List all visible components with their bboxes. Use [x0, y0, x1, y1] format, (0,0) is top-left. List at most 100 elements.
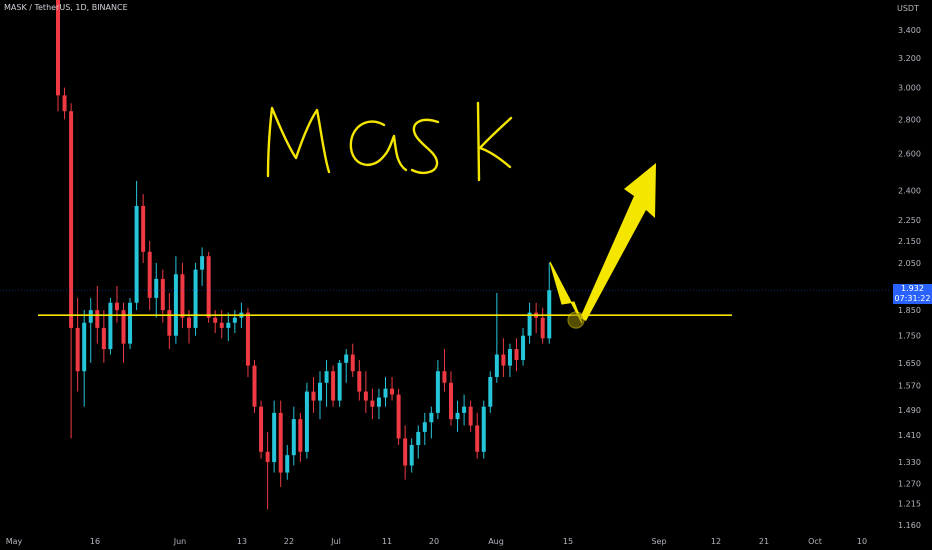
price-tick-label: 2.150 — [898, 237, 921, 246]
candle[interactable] — [324, 360, 329, 407]
candle[interactable] — [272, 400, 277, 473]
candle[interactable] — [206, 251, 211, 323]
candle[interactable] — [291, 406, 296, 466]
candle[interactable] — [226, 312, 231, 342]
candle[interactable] — [311, 376, 316, 413]
price-tick-label: 1.160 — [898, 521, 921, 530]
candle-body — [363, 391, 368, 401]
candle[interactable] — [501, 338, 506, 377]
candle[interactable] — [390, 376, 395, 401]
candle[interactable] — [534, 302, 539, 334]
candle[interactable] — [232, 310, 237, 334]
candle[interactable] — [449, 371, 453, 426]
candle[interactable] — [304, 382, 309, 459]
candle[interactable] — [475, 412, 480, 459]
candle[interactable] — [462, 394, 467, 426]
candle[interactable] — [56, 0, 60, 112]
candle-body — [285, 455, 290, 473]
candle[interactable] — [318, 371, 322, 420]
price-tick-label: 1.750 — [898, 332, 921, 341]
candle[interactable] — [278, 400, 283, 487]
candle[interactable] — [82, 310, 87, 407]
candle[interactable] — [128, 297, 133, 350]
candle[interactable] — [265, 431, 270, 510]
candle-body — [547, 290, 552, 339]
candle[interactable] — [75, 297, 80, 392]
candle[interactable] — [403, 425, 408, 480]
candle[interactable] — [62, 87, 67, 120]
candle[interactable] — [298, 412, 303, 463]
candle[interactable] — [468, 400, 473, 432]
candle[interactable] — [344, 349, 349, 383]
candle[interactable] — [481, 400, 486, 459]
candle-body — [160, 278, 165, 311]
candle[interactable] — [370, 388, 375, 420]
candle[interactable] — [200, 247, 205, 286]
candle-body — [514, 349, 519, 361]
time-axis[interactable]: May 16 Jun 13 22 Jul 11 20 Aug 15 Sep 12 21 Oct 10 — [6, 537, 867, 546]
candle[interactable] — [494, 293, 499, 383]
candle[interactable] — [547, 262, 552, 344]
candle-body — [121, 310, 126, 344]
candle[interactable] — [114, 285, 119, 323]
candle[interactable] — [213, 310, 218, 334]
candle-body — [527, 312, 532, 336]
time-tick-label: 22 — [284, 537, 294, 546]
candle[interactable] — [409, 438, 414, 473]
symbol-title[interactable]: MASK / TetherUS, 1D, BINANCE — [4, 3, 128, 12]
candle[interactable] — [429, 406, 434, 439]
candle[interactable] — [134, 180, 139, 311]
candle-body — [540, 317, 545, 339]
candle[interactable] — [442, 349, 447, 392]
price-tick-label: 1.570 — [898, 382, 921, 391]
candle[interactable] — [160, 269, 165, 323]
candle[interactable] — [252, 360, 257, 413]
candle[interactable] — [363, 371, 368, 413]
candle[interactable] — [245, 307, 250, 377]
candle[interactable] — [331, 365, 336, 407]
candle[interactable] — [259, 400, 264, 459]
candle[interactable] — [167, 293, 172, 350]
candle[interactable] — [396, 388, 401, 446]
price-axis[interactable]: 3.400 3.200 3.000 2.800 2.600 2.400 2.250 2.150… — [898, 26, 921, 530]
candle[interactable] — [173, 256, 178, 344]
candle[interactable] — [108, 297, 113, 355]
candle-body — [206, 256, 211, 318]
candle[interactable] — [180, 262, 185, 328]
candle[interactable] — [521, 327, 526, 366]
candle[interactable] — [121, 302, 126, 363]
candle[interactable] — [69, 103, 74, 439]
candle[interactable] — [422, 412, 427, 446]
candle[interactable] — [350, 343, 355, 377]
time-tick-label: Jul — [330, 537, 341, 546]
time-tick-label: 15 — [563, 537, 573, 546]
candle[interactable] — [193, 262, 198, 336]
candle[interactable] — [488, 371, 493, 413]
arrow-annotation[interactable] — [549, 163, 656, 329]
candle-body — [147, 251, 152, 298]
candle[interactable] — [285, 445, 290, 480]
candle-body — [331, 371, 336, 401]
time-tick-label: 11 — [382, 537, 392, 546]
candle-body — [409, 445, 414, 466]
candle[interactable] — [383, 376, 388, 407]
candle[interactable] — [527, 302, 532, 344]
candle[interactable] — [147, 240, 152, 311]
mask-handwriting[interactable] — [266, 101, 513, 182]
candle-body — [311, 391, 316, 401]
candle[interactable] — [88, 297, 93, 363]
candle[interactable] — [337, 360, 342, 407]
candle[interactable] — [540, 307, 545, 344]
candle[interactable] — [376, 388, 381, 420]
time-tick-label: Jun — [173, 537, 187, 546]
candle[interactable] — [514, 338, 519, 372]
candle[interactable] — [455, 400, 460, 432]
candle[interactable] — [416, 425, 421, 459]
candle[interactable] — [435, 360, 440, 420]
candle-body — [56, 0, 60, 96]
candle[interactable] — [357, 360, 362, 401]
candle[interactable] — [101, 310, 106, 363]
candle[interactable] — [507, 343, 512, 377]
candle[interactable] — [141, 194, 146, 263]
